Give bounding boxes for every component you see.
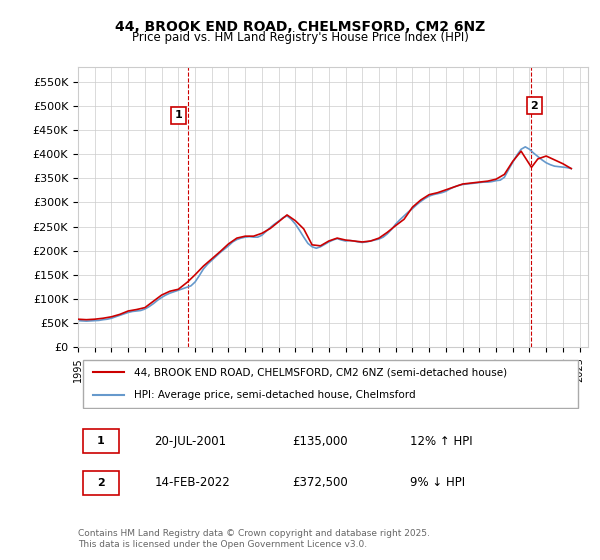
Text: 9% ↓ HPI: 9% ↓ HPI xyxy=(409,477,464,489)
Text: £372,500: £372,500 xyxy=(292,477,348,489)
Text: Price paid vs. HM Land Registry's House Price Index (HPI): Price paid vs. HM Land Registry's House … xyxy=(131,31,469,44)
FancyBboxPatch shape xyxy=(83,360,578,408)
Text: 14-FEB-2022: 14-FEB-2022 xyxy=(155,477,230,489)
Text: 12% ↑ HPI: 12% ↑ HPI xyxy=(409,435,472,447)
Text: 44, BROOK END ROAD, CHELMSFORD, CM2 6NZ: 44, BROOK END ROAD, CHELMSFORD, CM2 6NZ xyxy=(115,20,485,34)
Text: 20-JUL-2001: 20-JUL-2001 xyxy=(155,435,227,447)
Text: 2: 2 xyxy=(97,478,105,488)
FancyBboxPatch shape xyxy=(83,429,119,454)
Text: 1: 1 xyxy=(97,436,105,446)
Text: 44, BROOK END ROAD, CHELMSFORD, CM2 6NZ (semi-detached house): 44, BROOK END ROAD, CHELMSFORD, CM2 6NZ … xyxy=(134,367,507,377)
Text: 2: 2 xyxy=(530,101,538,111)
Text: £135,000: £135,000 xyxy=(292,435,348,447)
Text: HPI: Average price, semi-detached house, Chelmsford: HPI: Average price, semi-detached house,… xyxy=(134,390,416,400)
Text: Contains HM Land Registry data © Crown copyright and database right 2025.
This d: Contains HM Land Registry data © Crown c… xyxy=(78,529,430,549)
Text: 1: 1 xyxy=(175,110,182,120)
FancyBboxPatch shape xyxy=(83,470,119,495)
